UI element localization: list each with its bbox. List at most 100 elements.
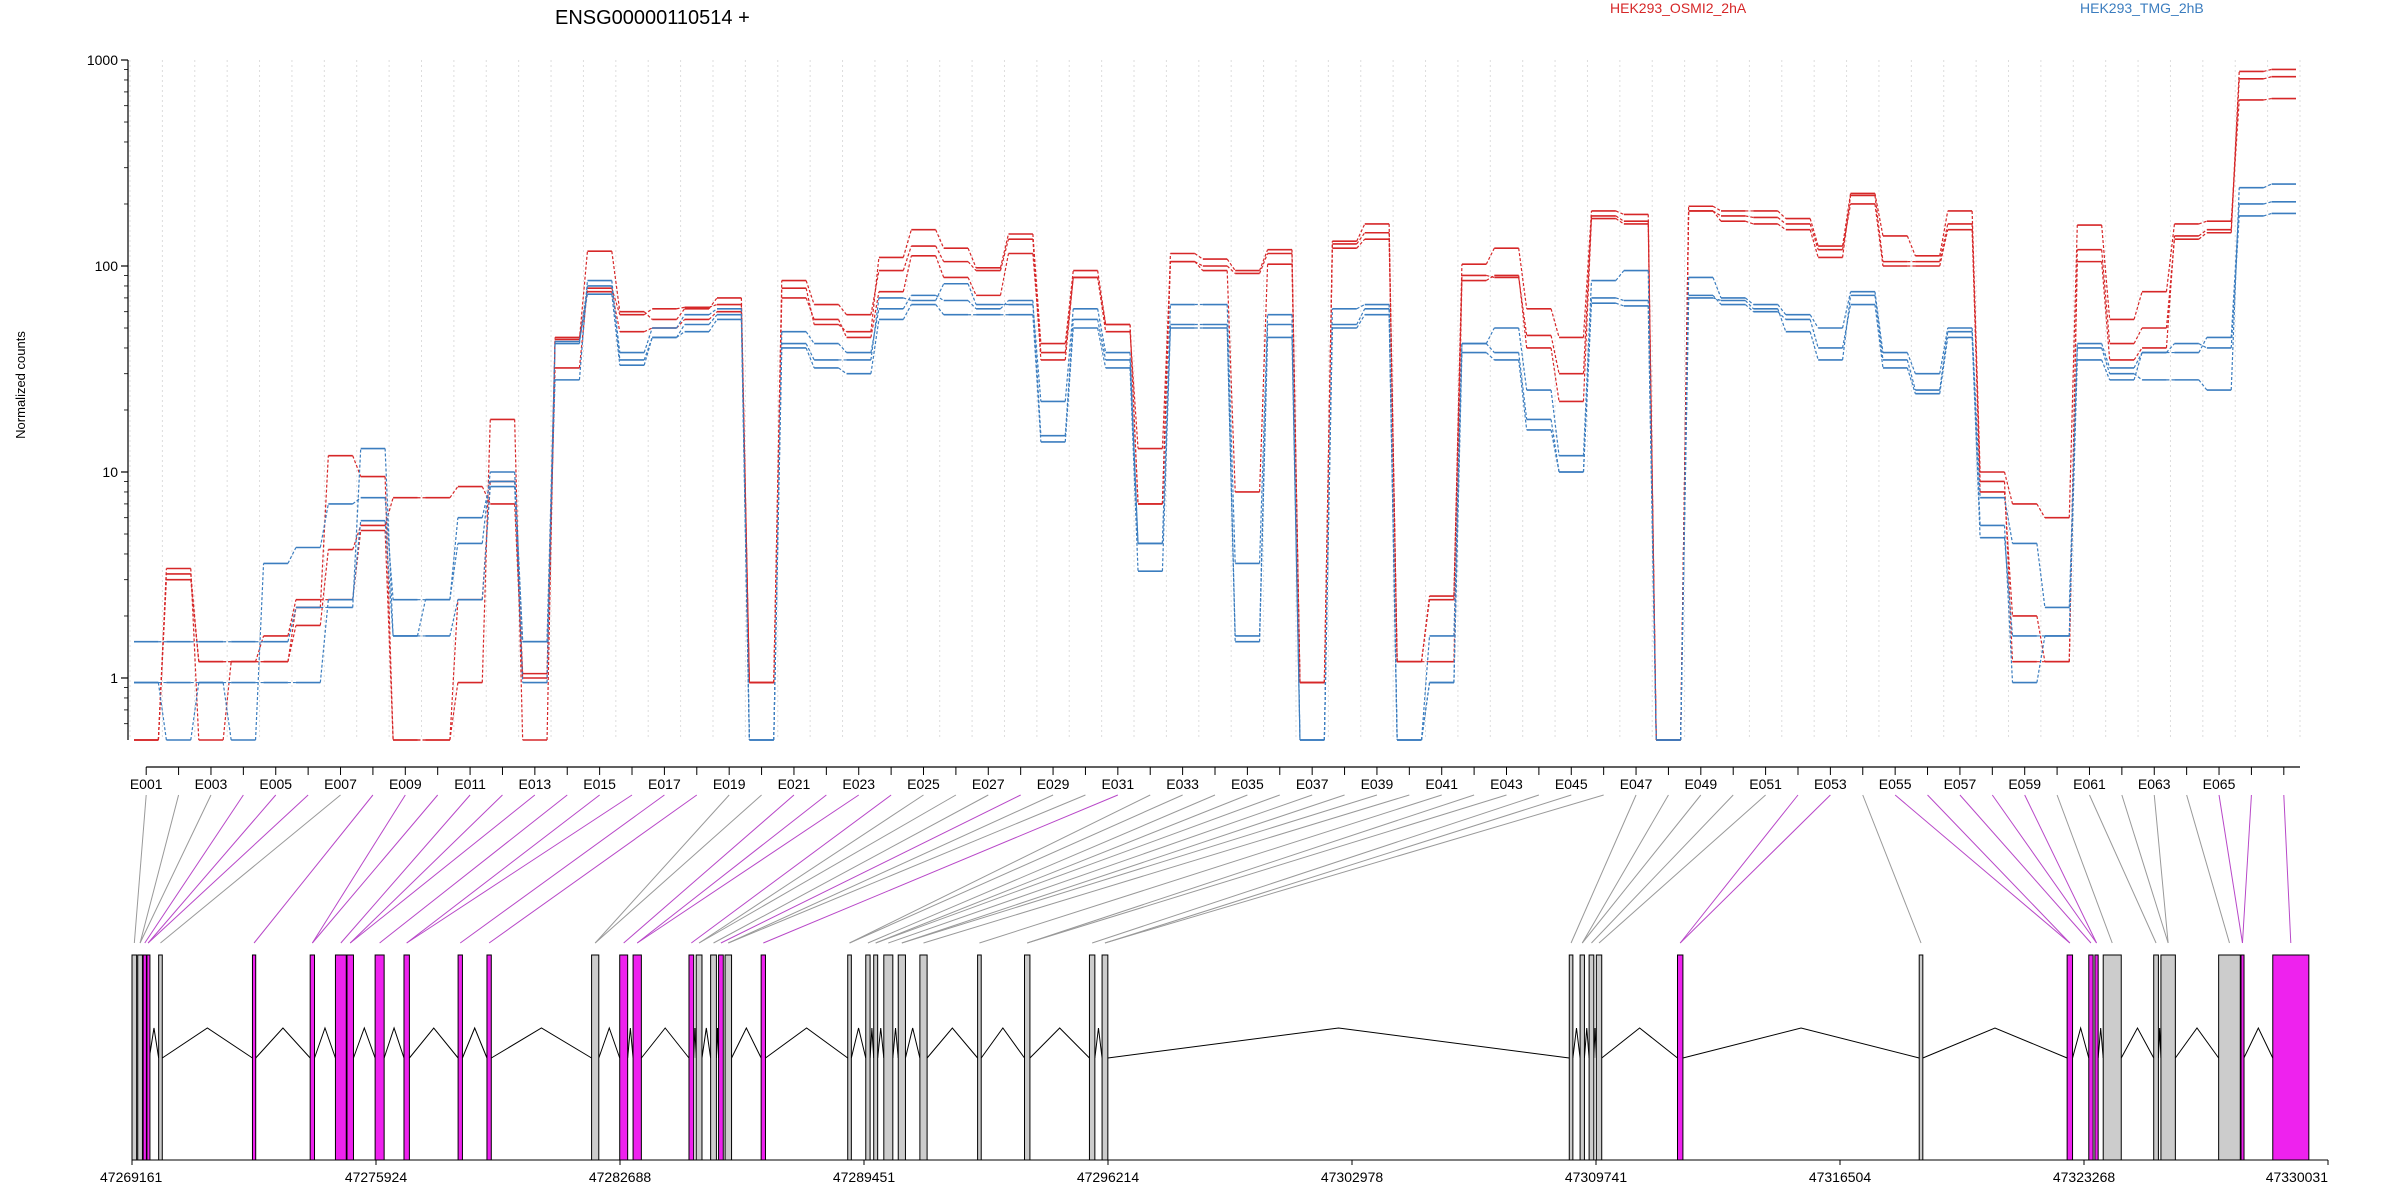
series-transition bbox=[999, 239, 1010, 271]
series-transition bbox=[2101, 261, 2111, 360]
exon-box bbox=[1918, 954, 1924, 1161]
exon-connector bbox=[1894, 794, 2071, 944]
series-transition bbox=[1356, 308, 1366, 325]
series-transition bbox=[481, 471, 491, 544]
series-transition bbox=[870, 291, 880, 338]
series-transition bbox=[838, 304, 848, 316]
series-transition bbox=[1777, 311, 1787, 320]
series-transition bbox=[1356, 238, 1366, 249]
exon-connector bbox=[2056, 794, 2113, 944]
exon-box-highlight bbox=[718, 954, 724, 1161]
series-transition bbox=[2230, 187, 2240, 391]
exon-box-highlight bbox=[2240, 954, 2245, 1161]
exon-connector bbox=[1991, 794, 2097, 944]
intron-line bbox=[1029, 1027, 1090, 1059]
exon-connector bbox=[147, 794, 309, 944]
intron-line bbox=[765, 1027, 849, 1059]
exon-connector bbox=[1581, 794, 1669, 944]
series-transition bbox=[2003, 497, 2014, 544]
exon-grid bbox=[129, 60, 2301, 740]
exon-connector bbox=[349, 794, 503, 944]
exon-box bbox=[2160, 954, 2176, 1161]
series-transition bbox=[967, 283, 977, 305]
series-transition bbox=[2036, 543, 2046, 608]
series-transition bbox=[1388, 314, 1398, 741]
y-tick-label: 10 bbox=[102, 464, 118, 480]
exon-connector bbox=[901, 794, 1378, 944]
exon-tick-label: E037 bbox=[1296, 776, 1329, 792]
series-transition bbox=[1809, 223, 1819, 250]
intron-line bbox=[701, 1027, 712, 1059]
exon-connector bbox=[623, 794, 795, 944]
series-transition bbox=[2166, 343, 2175, 353]
exon-tick-label: E019 bbox=[713, 776, 746, 792]
exon-connector bbox=[1027, 794, 1475, 944]
series-HEK293_TMG_2hB-4 bbox=[134, 200, 2296, 741]
exon-box bbox=[724, 954, 733, 1161]
exon-box bbox=[1568, 954, 1574, 1161]
exon-box-highlight bbox=[2272, 954, 2310, 1161]
series-transition bbox=[1518, 352, 1528, 420]
exon-connector bbox=[160, 794, 341, 944]
series-transition bbox=[1097, 308, 1107, 353]
series-transition bbox=[449, 599, 459, 741]
exon-tick-label: E023 bbox=[842, 776, 875, 792]
intron-line bbox=[1682, 1027, 1920, 1059]
genomic-tick-label: 47289451 bbox=[833, 1169, 896, 1185]
series-transition bbox=[676, 331, 685, 338]
exon-connector bbox=[406, 794, 633, 944]
series-transition bbox=[1226, 327, 1236, 642]
series-transition bbox=[1582, 303, 1593, 473]
series-transition bbox=[1032, 253, 1042, 353]
series-transition bbox=[838, 343, 847, 353]
series-transition bbox=[1939, 327, 1949, 374]
series-HEK293_TMG_2hB-5 bbox=[134, 212, 2296, 741]
series-transition bbox=[1712, 297, 1722, 302]
exon-box bbox=[865, 954, 871, 1161]
series-transition bbox=[708, 311, 718, 320]
exon-connector bbox=[406, 794, 600, 944]
exon-box-highlight bbox=[2094, 954, 2099, 1161]
series-transition bbox=[708, 319, 718, 332]
series-transition bbox=[2198, 232, 2208, 240]
exon-connector bbox=[698, 794, 957, 944]
exon-box bbox=[1579, 954, 1585, 1161]
exon-box-highlight bbox=[146, 954, 151, 1161]
series-transition bbox=[2263, 97, 2272, 101]
exon-box bbox=[2153, 954, 2159, 1161]
exon-connector bbox=[720, 794, 1021, 944]
exon-box-highlight bbox=[632, 954, 642, 1161]
exon-connector bbox=[698, 794, 924, 944]
exon-connector bbox=[763, 794, 1119, 944]
series-transition bbox=[1420, 635, 1431, 741]
series-transition bbox=[773, 297, 783, 683]
series-transition bbox=[416, 599, 427, 637]
exon-connector bbox=[311, 794, 439, 944]
series-transition bbox=[1453, 343, 1463, 636]
series-transition bbox=[1485, 274, 1495, 282]
exon-axis: E001 E003 E005 E007 E009 E011 E013 E015 E017 E019… bbox=[130, 766, 2300, 792]
exon-connector bbox=[691, 794, 892, 944]
exon-tick-label: E017 bbox=[648, 776, 681, 792]
series-transition bbox=[1971, 327, 1981, 498]
series-transition bbox=[1680, 295, 1690, 741]
exon-box-highlight bbox=[403, 954, 410, 1161]
series-transition bbox=[1841, 193, 1852, 247]
series-transition bbox=[2263, 76, 2272, 80]
intron-line bbox=[1107, 1027, 1570, 1059]
series-transition bbox=[1874, 203, 1884, 267]
series-transition bbox=[1939, 223, 1949, 262]
series-transition bbox=[999, 233, 1010, 268]
series-transition bbox=[1032, 233, 1042, 344]
exon-connector bbox=[849, 794, 1183, 944]
series-transition bbox=[1615, 297, 1625, 302]
series-transition bbox=[1971, 229, 1981, 482]
exon-box bbox=[1024, 954, 1031, 1161]
exon-connector bbox=[2024, 794, 2097, 944]
series-transition bbox=[2165, 223, 2176, 292]
series-transition bbox=[2165, 235, 2176, 349]
series-transition bbox=[449, 599, 459, 637]
series-transition bbox=[578, 280, 589, 380]
series-transition bbox=[1259, 253, 1269, 274]
